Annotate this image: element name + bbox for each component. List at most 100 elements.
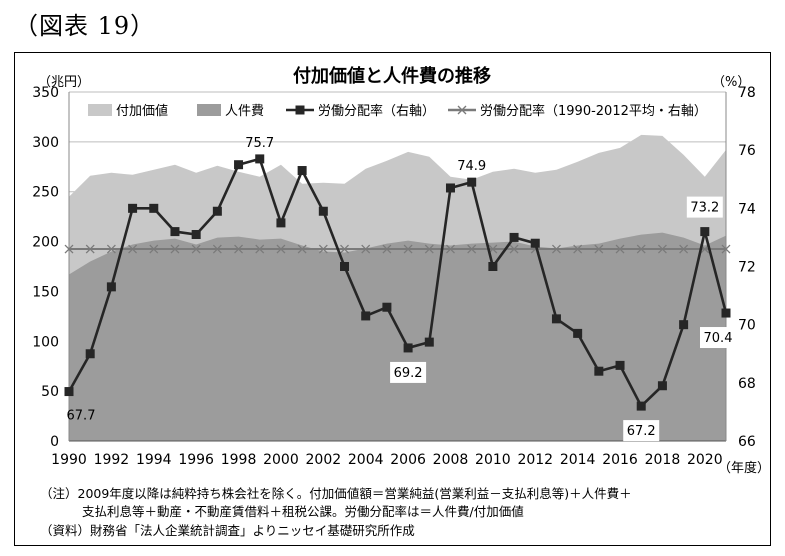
labor-share-point [488,262,498,271]
labor-share-point [382,302,392,312]
x-tick-label: 1998 [221,452,257,468]
average-share-marker [340,244,349,254]
annotation-box [700,327,736,349]
average-share-marker [446,244,455,254]
note-line-2: 支払利息等＋動産・不動産賃借料＋租税公課。労働分配率は＝人件費/付加価値 [82,504,524,519]
legend-label: 付加価値 [116,103,168,119]
average-share-marker [170,244,180,254]
y-left-tick-label: 350 [32,85,59,101]
legend-swatch [197,104,221,116]
x-axis-unit: （年度） [718,460,770,476]
legend-label: 労働分配率（右軸） [318,103,435,119]
labor-share-point [721,308,731,318]
legend-item: 労働分配率（1990-2012平均・右軸） [448,103,707,119]
average-share-marker [382,244,392,254]
y-right-tick-label: 70 [738,318,756,334]
y-left-tick-label: 50 [41,384,59,400]
annotation-label: 67.7 [67,409,96,424]
personnel-cost-area [69,232,726,441]
y-right-tick-label: 66 [738,434,756,450]
labor-share-point [657,381,667,391]
note-line-1: （注）2009年度以降は純粋持ち株会社を除く。付加価値額＝営業純益(営業利益－支… [40,486,632,501]
y-right-tick-label: 74 [738,201,756,217]
y-left-tick-label: 250 [32,185,59,201]
x-tick-label: 2018 [645,452,681,468]
labor-share-point [445,183,455,193]
average-share-marker [276,244,286,254]
labor-share-point [551,314,561,324]
labor-share-point [615,360,625,370]
average-share-marker [318,244,328,254]
average-share-marker [657,244,667,254]
legend-item: 付加価値 [88,103,168,119]
left-axis-unit: （兆円） [38,75,90,90]
source-line: （資料）財務省「法人企業統計調査」よりニッセイ基礎研究所作成 [40,523,415,538]
x-tick-label: 1996 [178,452,214,468]
average-share-marker [106,244,116,254]
average-share-marker [573,244,583,254]
labor-share-point [234,160,244,170]
labor-share-point [700,227,710,237]
average-share-marker [636,244,646,254]
average-share-marker [361,244,371,254]
x-tick-label: 2020 [687,452,723,468]
labor-share-point [212,206,222,216]
labor-share-point [594,366,604,376]
labor-share-point [573,328,583,338]
x-tick-label: 2014 [560,452,596,468]
annotation-label: 67.2 [627,424,656,439]
labor-share-point [530,238,540,248]
legend-label: 労働分配率（1990-2012平均・右軸） [480,103,707,119]
chart-frame [14,52,771,546]
legend-label: 人件費 [225,104,264,119]
average-share-marker [403,244,413,254]
average-share-marker [467,244,477,254]
annotation-box [623,420,660,442]
labor-share-point [106,282,116,292]
right-axis-unit: （%） [712,75,750,90]
legend-item: 人件費 [197,104,264,119]
average-share-marker [234,244,244,254]
annotation-label: 74.9 [457,159,486,174]
labor-share-point [509,232,519,242]
labor-share-point [276,218,286,228]
labor-share-point [64,387,74,397]
legend-marker [295,105,305,115]
average-share-marker [297,244,307,254]
average-share-marker [594,244,604,254]
x-tick-label: 2008 [433,452,469,468]
annotation-label: 75.7 [245,136,274,151]
x-tick-label: 1992 [94,452,130,468]
x-tick-label: 2004 [348,452,384,468]
average-share-marker [551,244,561,254]
labor-share-point [128,203,138,213]
average-share-marker [509,244,519,254]
x-tick-label: 2010 [475,452,511,468]
y-left-tick-label: 0 [50,434,59,450]
labor-share-point [85,349,95,359]
y-left-tick-label: 150 [32,284,59,300]
labor-share-point [403,343,413,353]
average-share-marker [128,244,138,254]
x-tick-label: 2006 [390,452,426,468]
labor-share-point [191,230,201,240]
y-right-tick-label: 72 [738,260,756,276]
average-share-marker [679,244,689,254]
labor-share-point [679,320,689,330]
legend-swatch [88,104,112,116]
legend-marker [457,105,467,115]
x-tick-label: 2012 [517,452,553,468]
average-share-marker [212,244,222,254]
average-share-marker [424,244,434,254]
labor-share-point [318,206,328,216]
y-right-tick-label: 76 [738,143,756,159]
x-tick-label: 2002 [306,452,342,468]
average-share-marker [85,244,95,254]
y-left-tick-label: 300 [32,135,59,151]
annotation-label: 69.2 [394,366,423,381]
labor-share-point [340,262,350,271]
annotation-label: 73.2 [690,201,719,216]
average-share-marker [255,244,265,254]
labor-share-point [149,203,159,213]
labor-share-point [297,166,307,176]
